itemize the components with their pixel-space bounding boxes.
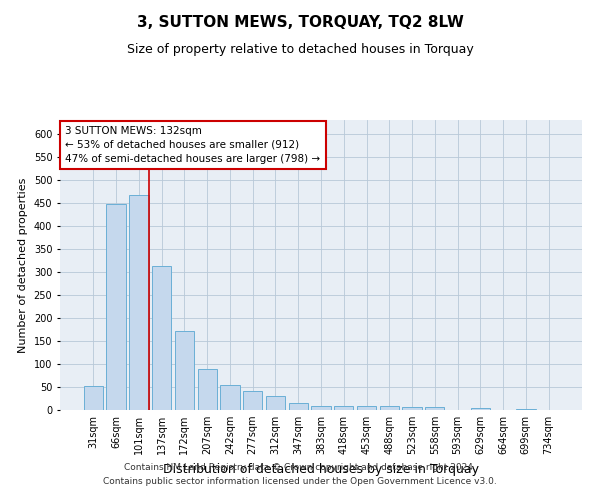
X-axis label: Distribution of detached houses by size in Torquay: Distribution of detached houses by size … <box>163 462 479 475</box>
Bar <box>266 396 285 410</box>
Bar <box>289 403 308 410</box>
Bar <box>243 391 262 410</box>
Bar <box>175 331 194 410</box>
Bar <box>106 204 126 410</box>
Text: Contains public sector information licensed under the Open Government Licence v3: Contains public sector information licen… <box>103 477 497 486</box>
Bar <box>380 406 399 410</box>
Bar <box>84 386 103 410</box>
Text: 3, SUTTON MEWS, TORQUAY, TQ2 8LW: 3, SUTTON MEWS, TORQUAY, TQ2 8LW <box>137 15 463 30</box>
Y-axis label: Number of detached properties: Number of detached properties <box>18 178 28 352</box>
Bar <box>197 370 217 410</box>
Bar <box>357 406 376 410</box>
Bar <box>152 266 172 410</box>
Bar <box>311 406 331 410</box>
Bar <box>470 408 490 410</box>
Bar <box>220 384 239 410</box>
Bar <box>425 407 445 410</box>
Bar <box>129 194 149 410</box>
Bar <box>516 408 536 410</box>
Text: 3 SUTTON MEWS: 132sqm
← 53% of detached houses are smaller (912)
47% of semi-det: 3 SUTTON MEWS: 132sqm ← 53% of detached … <box>65 126 320 164</box>
Bar <box>334 406 353 410</box>
Bar <box>403 407 422 410</box>
Text: Contains HM Land Registry data © Crown copyright and database right 2024.: Contains HM Land Registry data © Crown c… <box>124 464 476 472</box>
Text: Size of property relative to detached houses in Torquay: Size of property relative to detached ho… <box>127 42 473 56</box>
